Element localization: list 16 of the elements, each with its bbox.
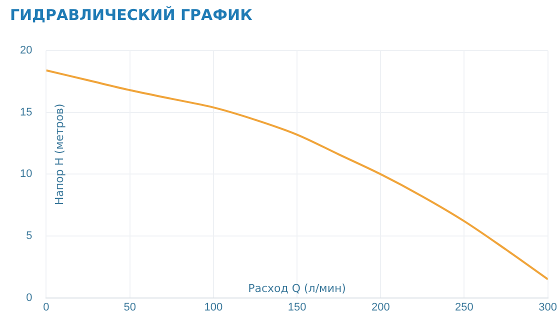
x-tick-label: 150	[288, 301, 306, 314]
y-tick-label: 5	[26, 230, 32, 242]
x-tick-label: 50	[124, 301, 136, 314]
x-tick-label: 0	[43, 301, 50, 314]
y-tick-label: 0	[26, 292, 32, 304]
y-tick-label: 15	[20, 106, 32, 118]
line-series	[46, 69, 548, 280]
y-tick-label: 20	[20, 44, 32, 57]
chart-title: ГИДРАВЛИЧЕСКИЙ ГРАФИК	[10, 6, 252, 24]
x-tick-label: 100	[204, 301, 223, 314]
x-tick-label: 200	[371, 301, 390, 314]
x-tick-label: 250	[455, 301, 474, 314]
x-tick-label: 300	[538, 301, 558, 314]
y-tick-label: 10	[20, 168, 32, 180]
x-axis-title: Расход Q (л/мин)	[248, 282, 346, 296]
y-axis-title: Напор H (метров)	[53, 104, 66, 206]
